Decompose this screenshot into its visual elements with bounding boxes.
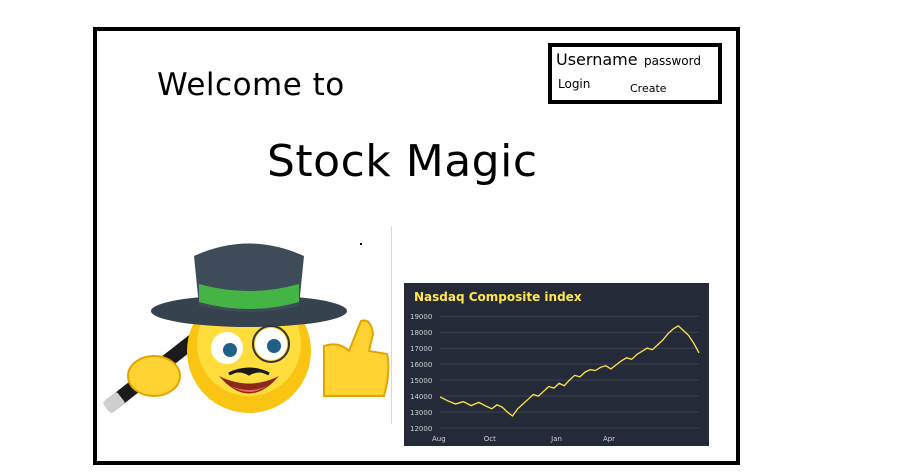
username-field[interactable]: Username xyxy=(556,50,638,69)
x-tick-label: Apr xyxy=(603,435,615,443)
password-field[interactable]: password xyxy=(644,54,701,68)
page-title: Stock Magic xyxy=(267,136,538,187)
series-line xyxy=(439,324,700,417)
magician-illustration xyxy=(103,243,390,413)
create-account-button[interactable]: Create xyxy=(630,82,667,95)
dot-mark xyxy=(360,243,362,245)
y-tick-label: 12000 xyxy=(410,425,432,433)
y-tick-label: 13000 xyxy=(410,409,432,417)
login-box: Username password Login Create xyxy=(548,43,722,104)
y-tick-label: 19000 xyxy=(410,313,432,321)
y-tick-label: 17000 xyxy=(410,345,432,353)
magician-emoji-icon xyxy=(99,226,392,424)
y-tick-label: 16000 xyxy=(410,361,432,369)
nasdaq-chart: 19000 18000 17000 16000 15000 14000 13000 12000… xyxy=(404,283,709,446)
chart-title: Nasdaq Composite index xyxy=(414,290,582,304)
chart-canvas: 19000 18000 17000 16000 15000 14000 13000 12000… xyxy=(410,313,700,443)
y-tick-label: 14000 xyxy=(410,393,432,401)
login-button[interactable]: Login xyxy=(558,77,591,91)
x-tick-label: Jan xyxy=(550,435,562,443)
x-tick-label: Aug xyxy=(432,435,446,443)
app-frame: Welcome to Stock Magic Username password… xyxy=(93,27,740,465)
y-tick-label: 18000 xyxy=(410,329,432,337)
x-tick-label: Oct xyxy=(484,435,496,443)
y-tick-label: 15000 xyxy=(410,377,432,385)
welcome-text: Welcome to xyxy=(157,67,345,103)
